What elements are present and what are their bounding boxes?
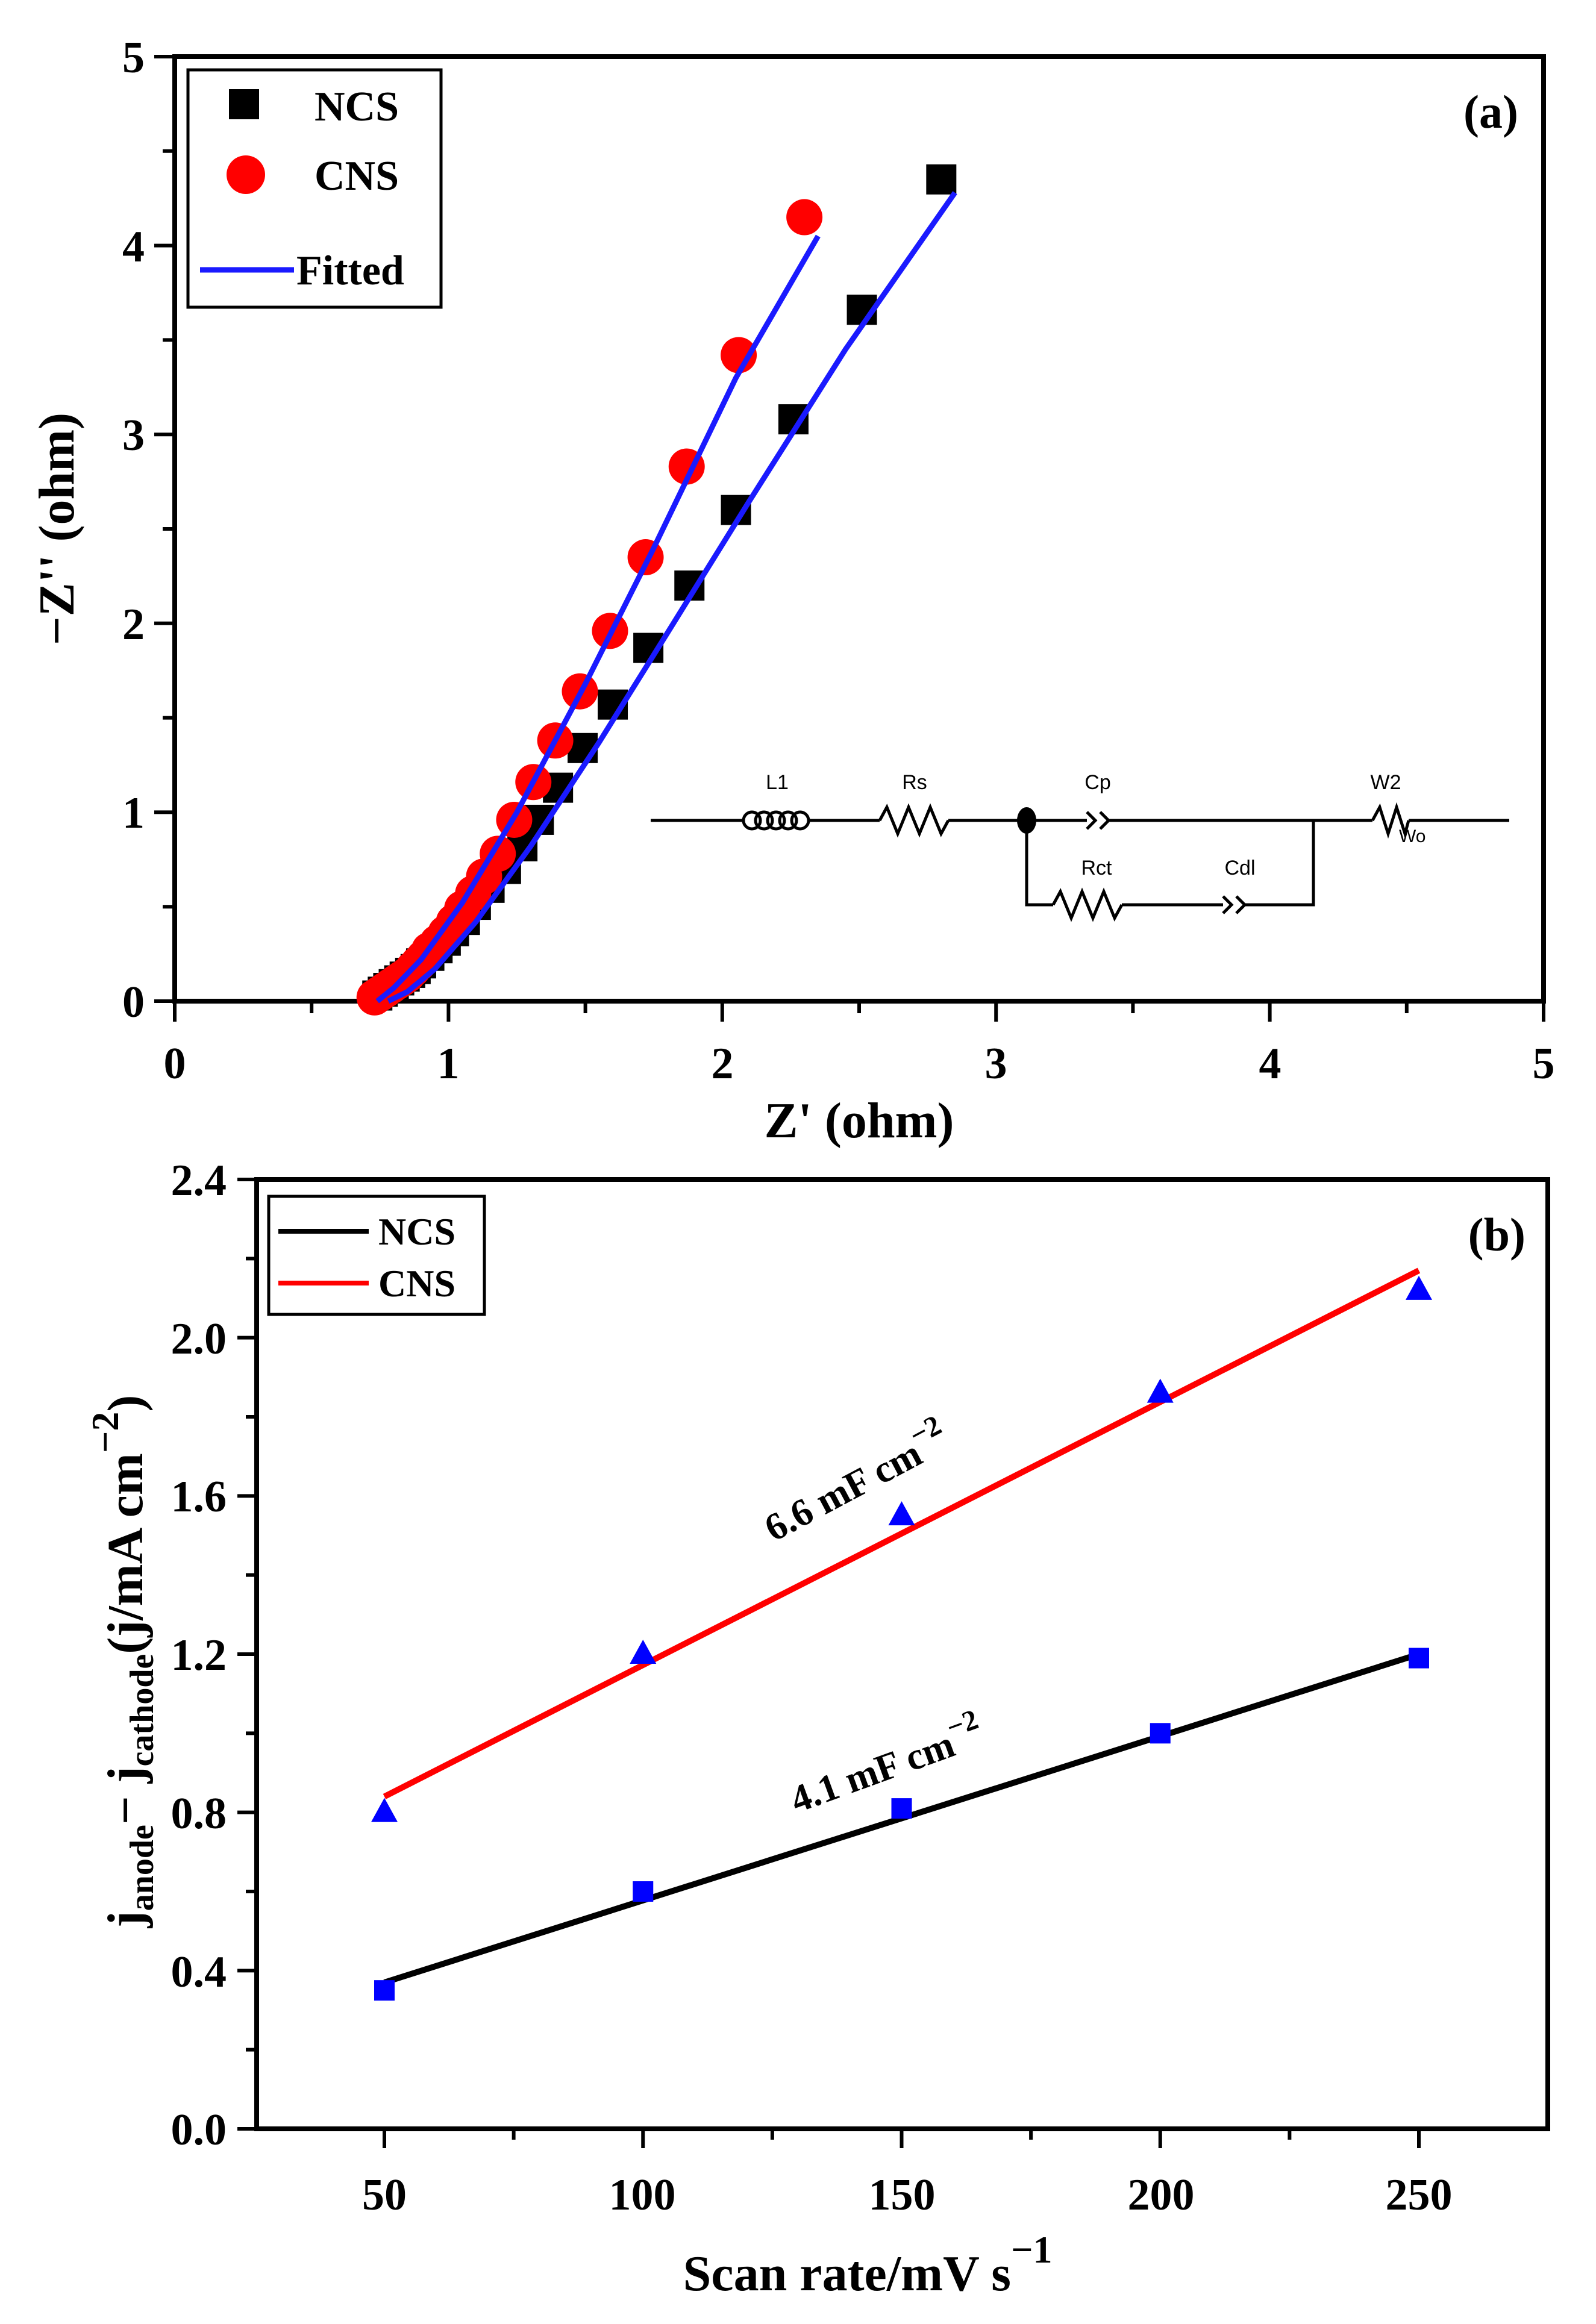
plot-area-a xyxy=(356,164,957,1016)
fitted-line-cns xyxy=(375,234,821,1004)
legend-label-ncs: NCS xyxy=(315,84,399,130)
cns-point xyxy=(1147,1378,1174,1403)
annotation-cns-capacitance: 6.6 mF cm−2 xyxy=(753,1409,956,1549)
y-tick-label: 0.8 xyxy=(171,1789,227,1838)
x-tick-label: 1 xyxy=(437,1039,460,1089)
ncs-point xyxy=(1409,1648,1429,1669)
y-tick-label: 0.4 xyxy=(171,1948,227,1997)
cns-point xyxy=(630,1640,657,1664)
ncs-point xyxy=(1150,1723,1171,1744)
y-label-sub-anode: anode xyxy=(124,1825,161,1911)
x-axis-label-sup: −1 xyxy=(1011,2228,1052,2271)
panel-label-a: (a) xyxy=(1463,86,1518,138)
x-tick-label: 0 xyxy=(164,1039,186,1089)
x-axis-label-b: Scan rate/mV s−1 xyxy=(683,2228,1053,2302)
y-label-close: ) xyxy=(98,1395,154,1412)
slope-annotations: 6.6 mF cm−2 4.1 mF cm−2 xyxy=(753,1409,982,1821)
warburg-icon xyxy=(1371,802,1410,839)
axis-ticks-b xyxy=(237,1178,1421,2148)
legend-a: NCS CNS Fitted xyxy=(186,68,443,309)
circuit-label-rct: Rct xyxy=(1081,857,1113,879)
panel-label-b: (b) xyxy=(1468,1208,1526,1261)
fitted-line-ncs xyxy=(387,191,957,1004)
circuit-label-w2: W2 xyxy=(1371,771,1401,794)
legend-label-ncs-b: NCS xyxy=(378,1210,455,1253)
y-label-sup: −2 xyxy=(84,1412,127,1453)
cns-point xyxy=(721,337,757,373)
resistor-icon xyxy=(878,803,950,838)
x-tick-label: 150 xyxy=(869,2170,936,2220)
x-tick-label: 50 xyxy=(362,2170,407,2220)
circuit-label-l1: L1 xyxy=(766,771,789,794)
inset-circuit-labels: L1 Rs Cp Rct Cdl W2 Wo xyxy=(766,771,1425,879)
resistor-icon xyxy=(1051,887,1124,922)
ncs-point xyxy=(926,164,957,195)
circuit-label-cp: Cp xyxy=(1084,771,1110,794)
y-tick-label: 1.2 xyxy=(171,1631,227,1680)
y-tick-label: 0 xyxy=(122,978,145,1027)
x-tick-label: 250 xyxy=(1386,2170,1453,2220)
capacitor-icon xyxy=(1222,895,1247,914)
circuit-label-rs: Rs xyxy=(902,771,927,794)
x-tick-label: 200 xyxy=(1128,2170,1195,2220)
legend-label-fitted: Fitted xyxy=(296,248,404,294)
y-tick-label: 2.4 xyxy=(171,1156,227,1205)
capacitor-icon xyxy=(1086,811,1111,830)
x-axis-label-main: Scan rate/mV s xyxy=(683,2246,1011,2302)
circuit-label-cdl: Cdl xyxy=(1224,857,1255,879)
y-tick-labels-a: 0 1 2 3 4 5 xyxy=(122,33,145,1027)
x-tick-label: 5 xyxy=(1533,1039,1555,1089)
axis-ticks-a xyxy=(154,55,1545,1022)
plot-area-b xyxy=(371,1267,1432,2001)
cns-point xyxy=(888,1501,915,1526)
plot-frame-b xyxy=(254,1177,1550,2131)
x-tick-labels-a: 0 1 2 3 4 5 xyxy=(164,1039,1555,1089)
circuit-label-wo: Wo xyxy=(1399,826,1425,846)
inset-circuit xyxy=(651,802,1509,922)
legend-label-cns: CNS xyxy=(315,153,399,199)
cns-point xyxy=(786,199,823,236)
y-tick-label: 1.6 xyxy=(171,1472,227,1522)
x-axis-label-a: Z' (ohm) xyxy=(765,1093,954,1149)
x-tick-label: 2 xyxy=(712,1039,734,1089)
y-label-minus-j: − j xyxy=(98,1766,154,1825)
y-tick-label: 3 xyxy=(122,411,145,460)
x-tick-label: 4 xyxy=(1259,1039,1281,1089)
y-label-j: j xyxy=(98,1911,154,1928)
x-tick-labels-b: 50 100 150 200 250 xyxy=(362,2170,1453,2220)
fit-line-cns xyxy=(383,1267,1421,1799)
legend-label-cns-b: CNS xyxy=(378,1262,455,1305)
panel-b: 50 100 150 200 250 0.0 0.4 0.8 1.2 1.6 2… xyxy=(84,1156,1550,2302)
y-label-unit: (j/mA cm xyxy=(98,1453,154,1654)
y-tick-label: 5 xyxy=(122,33,145,83)
y-axis-label-b: janode− jcathode(j/mA cm−2) xyxy=(84,1395,161,1929)
y-label-sub-cathode: cathode xyxy=(124,1654,161,1767)
legend-box-b xyxy=(267,1195,486,1316)
cns-point xyxy=(371,1798,398,1822)
y-tick-label: 1 xyxy=(122,789,145,838)
cns-point xyxy=(1406,1275,1432,1300)
circuit-wire xyxy=(1245,820,1315,907)
inductor-icon xyxy=(742,810,810,831)
legend-b: NCS CNS xyxy=(267,1195,486,1316)
y-tick-label: 2.0 xyxy=(171,1314,227,1364)
ncs-point xyxy=(633,1881,654,1902)
legend-marker-cns xyxy=(227,155,265,194)
y-tick-label: 2 xyxy=(122,600,145,649)
x-tick-label: 100 xyxy=(609,2170,676,2220)
panel-a: 0 1 2 3 4 5 0 1 2 3 4 5 Z' (ohm) −Z'' (o… xyxy=(29,33,1555,1149)
circuit-wire xyxy=(1025,820,1053,907)
ncs-point xyxy=(374,1980,395,2001)
y-axis-label-a: −Z'' (ohm) xyxy=(29,413,85,645)
x-tick-label: 3 xyxy=(985,1039,1007,1089)
legend-marker-ncs xyxy=(229,89,259,119)
y-tick-label: 4 xyxy=(122,222,145,272)
y-tick-labels-b: 0.0 0.4 0.8 1.2 1.6 2.0 2.4 xyxy=(171,1156,227,2155)
ncs-point xyxy=(891,1798,912,1819)
y-tick-label: 0.0 xyxy=(171,2105,227,2155)
